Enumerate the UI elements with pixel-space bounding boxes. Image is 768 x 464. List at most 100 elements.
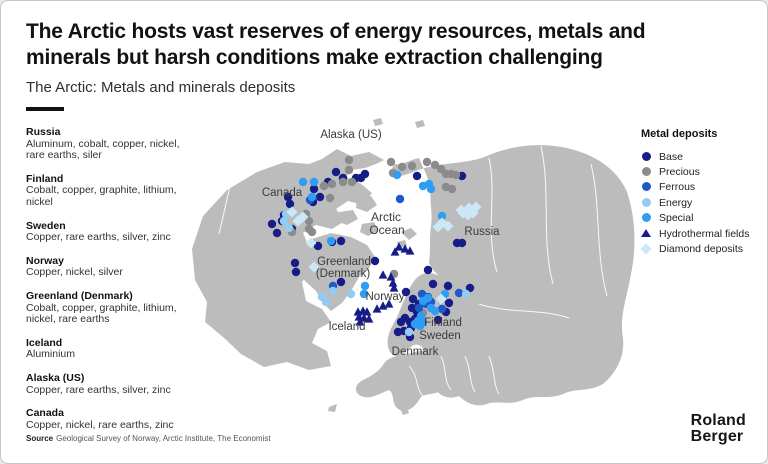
country-name: Sweden — [26, 219, 66, 232]
base-deposit-marker — [412, 171, 422, 181]
base-deposit-marker — [313, 241, 323, 251]
country-panel: Russia Aluminum, cobalt, copper, nickel, … — [26, 126, 186, 443]
energy-deposit-marker — [321, 297, 331, 307]
precious-deposit-marker — [386, 157, 396, 167]
country-name: Iceland — [26, 336, 63, 349]
special-deposit-marker — [359, 289, 369, 299]
base-deposit-marker — [336, 236, 346, 246]
base-deposit-marker — [315, 192, 325, 202]
map-label-arctic: Arctic — [371, 210, 401, 224]
special-deposit-marker — [430, 306, 440, 316]
country-name: Alaska (US) — [26, 371, 85, 384]
landmass-bering-islands — [373, 118, 425, 128]
base-deposit-marker — [444, 298, 454, 308]
special-deposit-marker — [326, 236, 336, 246]
source-line: Source Geological Survey of Norway, Arcti… — [26, 434, 271, 443]
hydrothermal-deposit-marker — [378, 270, 388, 279]
hydrothermal-deposit-marker — [405, 246, 415, 255]
country-name: Greenland (Denmark) — [26, 289, 133, 302]
legend-triangle — [641, 228, 651, 237]
special-deposit-marker — [423, 293, 433, 303]
legend-circle — [641, 197, 651, 207]
border-eu-4 — [488, 355, 500, 395]
base-deposit-marker — [360, 169, 370, 179]
legend-circle — [641, 167, 651, 177]
landmass-svalbard — [397, 228, 417, 248]
energy-deposit-marker — [346, 289, 356, 299]
landmass-russia — [392, 145, 635, 406]
precious-deposit-marker — [451, 170, 461, 180]
legend-label: Ferrous — [659, 181, 696, 194]
legend-label: Base — [659, 150, 683, 163]
accent-bar — [26, 107, 64, 111]
legend-label: Special — [659, 212, 694, 225]
base-deposit-marker — [433, 315, 443, 325]
arctic-map: Alaska (US) Canada Arctic Ocean Russia Greenl… — [179, 104, 641, 436]
special-deposit-marker — [392, 170, 402, 180]
precious-deposit-marker — [447, 184, 457, 194]
energy-deposit-marker — [328, 286, 338, 296]
base-deposit-marker — [285, 199, 295, 209]
country-deposits: Cobalt, copper, graphite, lithium, nicke… — [26, 184, 177, 208]
map-label-ocean: Ocean — [369, 223, 404, 237]
country-deposits: Copper, rare earths, silver, zinc — [26, 383, 171, 396]
landmass-iceland — [299, 306, 323, 321]
legend-label: Energy — [659, 196, 693, 209]
hydrothermal-deposit-marker — [400, 244, 410, 253]
diamond-deposit-marker — [286, 206, 298, 218]
country-group-4: Greenland (Denmark) Cobalt, copper, graph… — [26, 289, 186, 326]
diamond-marker-icon — [640, 243, 652, 255]
legend-label: Precious — [659, 166, 700, 179]
landmass-layer — [192, 118, 635, 415]
diamond-deposit-group — [286, 201, 482, 305]
legend-circle — [641, 182, 651, 192]
border-ru-4 — [478, 303, 570, 319]
source-text: Geological Survey of Norway, Arctic Inst… — [56, 434, 271, 443]
hydrothermal-deposit-marker — [362, 307, 372, 316]
precious-deposit-marker — [338, 177, 348, 187]
legend-item-ferrous: Ferrous — [641, 180, 763, 195]
energy-deposit-marker — [284, 223, 294, 233]
special-deposit-marker — [415, 321, 425, 331]
hydrothermal-deposit-marker — [386, 272, 396, 281]
hydrothermal-deposit-group — [353, 242, 415, 326]
base-deposit-marker — [331, 167, 341, 177]
legend-item-precious: Precious — [641, 164, 763, 179]
border-ru-2 — [540, 145, 554, 285]
base-deposit-marker — [443, 281, 453, 291]
special-deposit-marker — [437, 211, 447, 221]
base-deposit-marker — [283, 192, 293, 202]
country-name: Finland — [26, 172, 64, 185]
map-label-alaskaus: Alaska (US) — [320, 129, 382, 141]
hydrothermal-deposit-marker — [390, 247, 400, 256]
special-deposit-marker — [298, 177, 308, 187]
landmass-north-america — [192, 149, 384, 370]
landmass-novaya-zemlya — [441, 169, 489, 204]
diamond-deposit-marker — [305, 237, 317, 249]
map-label-greenland: Greenland — [317, 256, 371, 268]
legend-item-diamond-deposits: Diamond deposits — [640, 241, 763, 256]
precious-deposit-marker — [325, 193, 335, 203]
landmass-uk — [328, 404, 337, 412]
circle-marker-icon — [641, 182, 651, 192]
map-label-sweden: Sweden — [419, 330, 461, 342]
country-group-0: Russia Aluminum, cobalt, copper, nickel, … — [26, 126, 186, 162]
country-borders — [218, 145, 608, 397]
legend: Metal deposits Base Precious Ferrous Energy… — [640, 128, 763, 257]
country-group-3: Norway Copper, nickel, silver — [26, 255, 186, 279]
ferrous-deposit-marker — [414, 303, 424, 313]
hydrothermal-deposit-marker — [355, 317, 365, 326]
roland-berger-logo: Roland Berger — [691, 413, 746, 444]
source-label: Source — [26, 434, 54, 443]
country-deposits: Copper, nickel, rare earths, zinc — [26, 418, 174, 431]
precious-deposit-marker — [307, 227, 317, 237]
base-deposit-marker — [290, 258, 300, 268]
circle-marker-icon — [641, 213, 651, 223]
map-label-norway: Norway — [366, 291, 405, 303]
country-deposits: Copper, rare earths, silver, zinc — [26, 231, 171, 244]
page-title: The Arctic hosts vast reserves of energy… — [26, 20, 646, 69]
base-deposit-marker — [267, 219, 277, 229]
hydrothermal-deposit-marker — [359, 313, 369, 322]
legend-item-hydrothermal-fields: Hydrothermal fields — [641, 226, 763, 241]
